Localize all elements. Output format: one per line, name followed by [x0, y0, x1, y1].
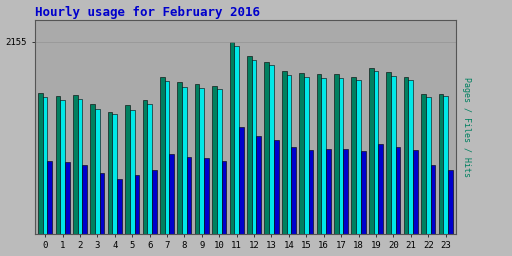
Bar: [234, 47, 239, 234]
Bar: [291, 147, 296, 234]
Bar: [322, 78, 326, 234]
Bar: [108, 112, 113, 234]
Bar: [55, 95, 60, 234]
Bar: [117, 178, 122, 234]
Bar: [147, 104, 152, 234]
Bar: [78, 99, 82, 234]
Bar: [299, 73, 304, 234]
Bar: [60, 100, 65, 234]
Bar: [339, 78, 344, 234]
Bar: [352, 77, 356, 234]
Bar: [165, 81, 169, 234]
Bar: [217, 89, 222, 234]
Bar: [187, 157, 191, 234]
Bar: [309, 150, 313, 234]
Bar: [100, 173, 104, 234]
Bar: [252, 60, 257, 234]
Bar: [160, 77, 165, 234]
Bar: [152, 169, 157, 234]
Bar: [426, 97, 431, 234]
Bar: [361, 151, 366, 234]
Bar: [356, 80, 361, 234]
Bar: [334, 74, 339, 234]
Bar: [212, 86, 217, 234]
Bar: [177, 82, 182, 234]
Bar: [200, 88, 204, 234]
Bar: [326, 149, 331, 234]
Bar: [387, 72, 391, 234]
Bar: [135, 175, 139, 234]
Bar: [95, 109, 100, 234]
Bar: [269, 65, 274, 234]
Bar: [182, 87, 187, 234]
Bar: [287, 75, 291, 234]
Bar: [43, 97, 48, 234]
Bar: [391, 76, 396, 234]
Bar: [113, 114, 117, 234]
Bar: [48, 161, 52, 234]
Y-axis label: Pages / Files / Hits: Pages / Files / Hits: [462, 77, 471, 177]
Bar: [282, 71, 287, 234]
Bar: [73, 95, 78, 234]
Bar: [448, 170, 453, 234]
Bar: [304, 77, 309, 234]
Bar: [413, 150, 418, 234]
Bar: [396, 147, 400, 234]
Bar: [374, 71, 378, 234]
Bar: [204, 158, 209, 234]
Bar: [125, 105, 130, 234]
Bar: [344, 149, 348, 234]
Bar: [431, 165, 435, 234]
Bar: [257, 136, 261, 234]
Bar: [65, 163, 70, 234]
Bar: [229, 42, 234, 234]
Bar: [378, 144, 383, 234]
Bar: [38, 93, 43, 234]
Bar: [409, 80, 413, 234]
Bar: [404, 77, 409, 234]
Bar: [82, 165, 87, 234]
Bar: [421, 94, 426, 234]
Bar: [169, 154, 174, 234]
Bar: [439, 94, 443, 234]
Bar: [443, 97, 448, 234]
Text: Hourly usage for February 2016: Hourly usage for February 2016: [35, 6, 260, 18]
Bar: [90, 104, 95, 234]
Bar: [222, 161, 226, 234]
Bar: [274, 140, 279, 234]
Bar: [142, 100, 147, 234]
Bar: [316, 74, 322, 234]
Bar: [369, 68, 374, 234]
Bar: [264, 62, 269, 234]
Bar: [195, 84, 200, 234]
Bar: [130, 110, 135, 234]
Bar: [239, 127, 244, 234]
Bar: [247, 56, 252, 234]
